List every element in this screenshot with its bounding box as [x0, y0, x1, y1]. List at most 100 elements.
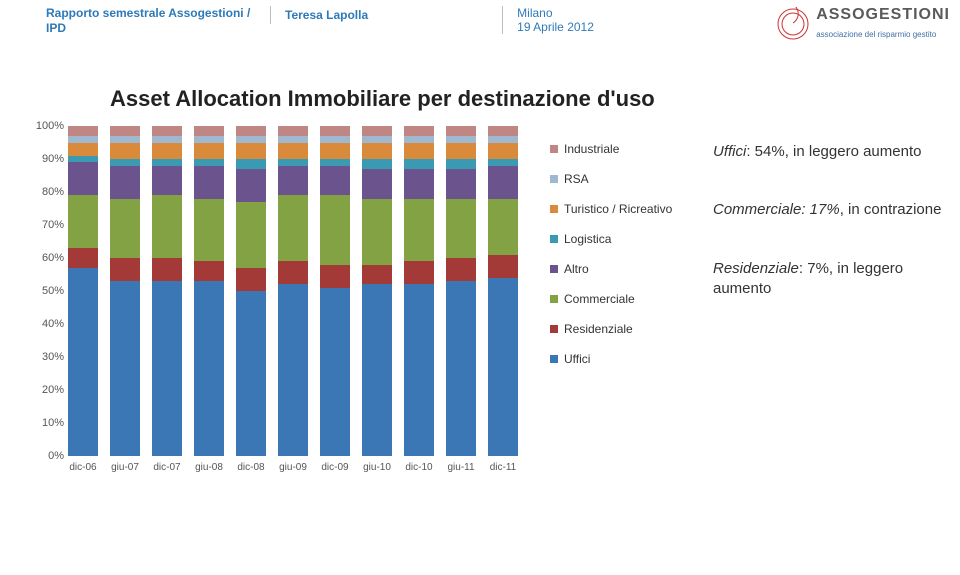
y-tick-label: 0%: [26, 450, 64, 462]
bar-segment-uffici: [236, 291, 266, 456]
x-tick-label: dic-08: [237, 462, 264, 473]
bar-segment-turistico: [446, 143, 476, 160]
date: 19 Aprile 2012: [517, 20, 594, 34]
bar-segment-commerciale: [236, 202, 266, 268]
brand-logo: ASSOGESTIONI associazione del risparmio …: [776, 6, 950, 42]
bar-segment-commerciale: [320, 195, 350, 264]
brand-logo-icon: [776, 7, 810, 41]
author-name: Teresa Lapolla: [285, 8, 368, 22]
bar-segment-altro: [236, 169, 266, 202]
y-tick-label: 30%: [26, 351, 64, 363]
x-tick-label: giu-08: [195, 462, 223, 473]
bar-segment-turistico: [320, 143, 350, 160]
bar-segment-logistica: [278, 159, 308, 166]
y-tick-label: 70%: [26, 219, 64, 231]
bar-segment-uffici: [68, 268, 98, 456]
legend-label: Altro: [564, 262, 589, 276]
legend-swatch: [550, 145, 558, 153]
y-tick-label: 80%: [26, 186, 64, 198]
page-header: Rapporto semestrale Assogestioni / IPD T…: [0, 0, 960, 42]
legend-label: Industriale: [564, 142, 619, 156]
legend-item-rsa: RSA: [550, 172, 705, 186]
bar-segment-rsa: [446, 136, 476, 143]
bar-segment-altro: [152, 166, 182, 196]
bar-segment-industriale: [278, 126, 308, 136]
bar-segment-commerciale: [152, 195, 182, 258]
bar-segment-rsa: [362, 136, 392, 143]
bar-segment-industriale: [110, 126, 140, 136]
bar-segment-residenziale: [110, 258, 140, 281]
bar-segment-uffici: [194, 281, 224, 456]
report-title-line1: Rapporto semestrale Assogestioni /: [46, 6, 250, 20]
bar-segment-rsa: [278, 136, 308, 143]
bar-segment-residenziale: [320, 265, 350, 288]
bar-segment-altro: [404, 169, 434, 199]
x-tick-label: dic-07: [153, 462, 180, 473]
bar-segment-rsa: [488, 136, 518, 143]
bar-segment-residenziale: [194, 261, 224, 281]
bar-segment-turistico: [194, 143, 224, 160]
legend-item-commerciale: Commerciale: [550, 292, 705, 306]
bar-segment-turistico: [236, 143, 266, 160]
bar-segment-rsa: [194, 136, 224, 143]
stacked-bar: [446, 126, 476, 456]
x-tick-label: dic-10: [405, 462, 432, 473]
note-1: Commerciale: 17%, in contrazione: [713, 200, 943, 220]
bar-segment-uffici: [488, 278, 518, 456]
bar-segment-residenziale: [278, 261, 308, 284]
bar-segment-uffici: [446, 281, 476, 456]
stacked-bar: [110, 126, 140, 456]
legend-swatch: [550, 265, 558, 273]
y-tick-label: 50%: [26, 285, 64, 297]
legend-label: Turistico / Ricreativo: [564, 202, 672, 216]
bar-segment-rsa: [110, 136, 140, 143]
x-tick-label: giu-09: [279, 462, 307, 473]
y-tick-label: 100%: [26, 120, 64, 132]
bar-segment-altro: [446, 169, 476, 199]
stacked-bar: [236, 126, 266, 456]
bar-segment-rsa: [320, 136, 350, 143]
bar-segment-turistico: [68, 143, 98, 156]
note-text: , in contrazione: [840, 201, 942, 218]
bar-segment-industriale: [362, 126, 392, 136]
bar-segment-industriale: [446, 126, 476, 136]
bar-segment-uffici: [320, 288, 350, 456]
stacked-bar: [404, 126, 434, 456]
author-block: Teresa Lapolla: [270, 6, 382, 24]
bar-segment-residenziale: [446, 258, 476, 281]
bar-segment-industriale: [194, 126, 224, 136]
place: Milano: [517, 6, 552, 20]
bar-segment-residenziale: [488, 255, 518, 278]
bar-segment-commerciale: [488, 199, 518, 255]
bar-segment-altro: [320, 166, 350, 196]
legend-item-turistico: Turistico / Ricreativo: [550, 202, 705, 216]
bar-segment-turistico: [278, 143, 308, 160]
bar-segment-commerciale: [278, 195, 308, 261]
bar-segment-turistico: [362, 143, 392, 160]
bar-segment-logistica: [194, 159, 224, 166]
bar-segment-commerciale: [404, 199, 434, 262]
bar-segment-turistico: [152, 143, 182, 160]
y-tick-label: 60%: [26, 252, 64, 264]
bar-segment-residenziale: [236, 268, 266, 291]
stacked-bar: [278, 126, 308, 456]
legend-swatch: [550, 325, 558, 333]
note-text: : 54%, in leggero aumento: [746, 143, 921, 160]
y-tick-label: 40%: [26, 318, 64, 330]
bar-segment-logistica: [236, 159, 266, 169]
bar-segment-uffici: [110, 281, 140, 456]
bar-segment-residenziale: [152, 258, 182, 281]
legend-item-logistica: Logistica: [550, 232, 705, 246]
note-lead: Residenziale: [713, 260, 799, 277]
x-tick-label: giu-11: [447, 462, 474, 473]
bar-segment-logistica: [68, 156, 98, 163]
bar-segment-industriale: [404, 126, 434, 136]
bar-segment-rsa: [152, 136, 182, 143]
stacked-bar: [152, 126, 182, 456]
stacked-bar: [194, 126, 224, 456]
legend-label: Commerciale: [564, 292, 635, 306]
bar-segment-commerciale: [110, 199, 140, 258]
legend-label: Logistica: [564, 232, 611, 246]
legend-item-uffici: Uffici: [550, 352, 705, 366]
report-title: Rapporto semestrale Assogestioni / IPD: [10, 6, 270, 36]
